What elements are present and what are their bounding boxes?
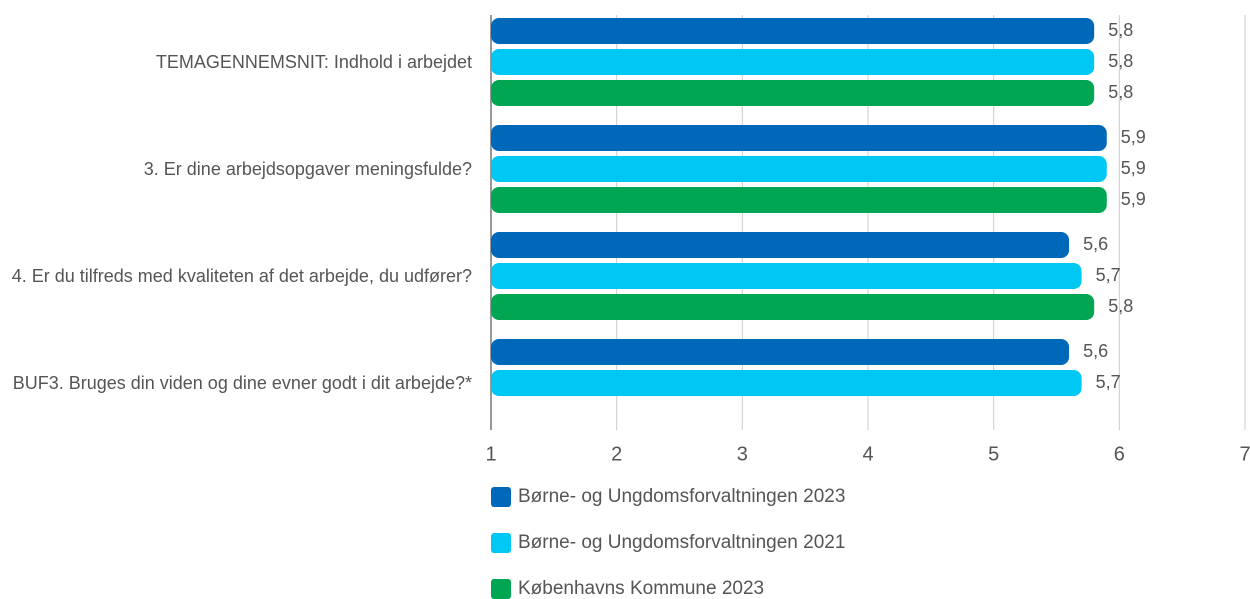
x-tick-label: 6 — [1114, 443, 1125, 465]
legend-swatch — [491, 533, 511, 553]
bar — [491, 80, 1095, 106]
x-tick-label: 1 — [485, 443, 496, 465]
value-label: 5,6 — [1083, 341, 1108, 361]
value-label: 5,9 — [1121, 158, 1146, 178]
x-tick-label: 3 — [737, 443, 748, 465]
value-label: 5,6 — [1083, 234, 1108, 254]
legend-swatch — [491, 579, 511, 599]
x-tick-label: 2 — [611, 443, 622, 465]
x-tick-label: 4 — [862, 443, 873, 465]
bar — [491, 156, 1107, 182]
legend-label: Børne- og Ungdomsforvaltningen 2023 — [518, 486, 845, 507]
bar — [491, 125, 1107, 151]
legend-swatch — [491, 487, 511, 507]
category-label: TEMAGENNEMSNIT: Indhold i arbejdet — [155, 52, 472, 72]
value-label: 5,8 — [1108, 20, 1133, 40]
category-label: BUF3. Bruges din viden og dine evner god… — [12, 373, 472, 393]
legend-label: Børne- og Ungdomsforvaltningen 2021 — [518, 532, 845, 553]
value-label: 5,9 — [1121, 127, 1146, 147]
value-label: 5,7 — [1096, 265, 1121, 285]
bar — [491, 294, 1095, 320]
value-label: 5,7 — [1096, 372, 1121, 392]
bar — [491, 232, 1070, 258]
bar — [491, 18, 1095, 44]
bar — [491, 263, 1082, 289]
legend-label: Københavns Kommune 2023 — [518, 578, 764, 599]
bar — [491, 187, 1107, 213]
category-label: 4. Er du tilfreds med kvaliteten af det … — [11, 266, 472, 286]
value-label: 5,8 — [1108, 51, 1133, 71]
x-tick-label: 7 — [1239, 443, 1250, 465]
category-label: 3. Er dine arbejdsopgaver meningsfulde? — [143, 159, 472, 179]
bar — [491, 339, 1070, 365]
value-label: 5,9 — [1121, 189, 1146, 209]
value-label: 5,8 — [1108, 82, 1133, 102]
bar — [491, 49, 1095, 75]
x-tick-label: 5 — [988, 443, 999, 465]
bar — [491, 370, 1082, 396]
value-label: 5,8 — [1108, 296, 1133, 316]
